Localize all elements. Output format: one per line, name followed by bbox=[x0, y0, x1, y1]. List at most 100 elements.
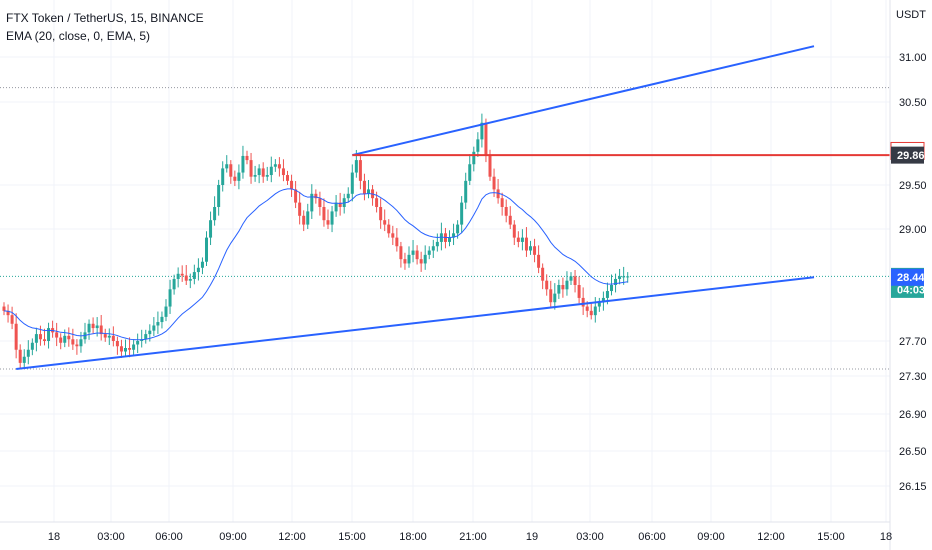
candle-body bbox=[10, 315, 14, 324]
candle bbox=[565, 271, 569, 296]
candle-body bbox=[460, 202, 464, 225]
trendline[interactable] bbox=[352, 45, 815, 157]
candle bbox=[18, 344, 22, 370]
candle bbox=[403, 252, 407, 270]
price-tag-label: 28.44 bbox=[897, 272, 925, 284]
candle-body bbox=[589, 310, 593, 316]
candle bbox=[310, 184, 314, 219]
candle-body bbox=[379, 207, 383, 221]
candle bbox=[460, 196, 464, 234]
candle-body bbox=[71, 339, 75, 345]
x-tick-label: 19 bbox=[526, 531, 538, 543]
candle bbox=[537, 245, 541, 274]
candle bbox=[160, 311, 164, 329]
y-tick-label: 29.50 bbox=[899, 180, 927, 192]
candle-body bbox=[79, 339, 83, 347]
candle-body bbox=[18, 349, 22, 363]
candle-body bbox=[318, 198, 322, 207]
candle bbox=[229, 160, 233, 184]
candle-body bbox=[144, 334, 148, 340]
candle-body bbox=[241, 155, 245, 173]
candle-body bbox=[407, 254, 411, 264]
candle-body bbox=[152, 325, 156, 331]
candle bbox=[581, 287, 585, 315]
candle bbox=[614, 273, 618, 293]
candle bbox=[184, 265, 188, 285]
candle bbox=[326, 209, 330, 229]
price-tag: 28.44 bbox=[891, 268, 925, 286]
x-tick-label: 06:00 bbox=[638, 531, 666, 543]
candle bbox=[277, 157, 281, 177]
candle bbox=[59, 333, 63, 350]
candle-body bbox=[375, 198, 379, 207]
candle bbox=[593, 297, 597, 323]
candle-body bbox=[500, 198, 504, 207]
candle-body bbox=[573, 276, 577, 285]
candle bbox=[350, 164, 354, 202]
candle bbox=[346, 187, 350, 203]
candle bbox=[589, 303, 593, 320]
candle bbox=[379, 198, 383, 229]
candle-body bbox=[605, 291, 609, 298]
candle bbox=[71, 328, 75, 350]
candle-body bbox=[423, 254, 427, 264]
candle bbox=[294, 181, 298, 209]
candle bbox=[290, 174, 294, 197]
candle-body bbox=[184, 275, 188, 281]
candle-body bbox=[26, 349, 30, 357]
candle bbox=[524, 227, 528, 257]
y-tick-label: 26.50 bbox=[899, 446, 927, 458]
candle bbox=[180, 265, 184, 282]
candle bbox=[221, 161, 225, 192]
y-tick-label: 26.90 bbox=[899, 409, 927, 421]
candle bbox=[124, 339, 127, 356]
candle bbox=[205, 231, 208, 267]
candle-body bbox=[217, 185, 221, 207]
candle bbox=[115, 336, 119, 355]
y-tick-label: 31.00 bbox=[899, 52, 927, 64]
candle-body bbox=[468, 164, 472, 181]
candle-body bbox=[229, 164, 233, 177]
candle-body bbox=[221, 168, 225, 185]
candle-body bbox=[492, 176, 496, 190]
candle-body bbox=[273, 164, 277, 167]
candle-body bbox=[176, 273, 180, 279]
candle bbox=[448, 230, 451, 247]
candle bbox=[176, 267, 180, 288]
candle-body bbox=[253, 175, 257, 177]
candle-body bbox=[614, 278, 618, 285]
candle bbox=[306, 203, 310, 229]
candle bbox=[423, 245, 427, 270]
candle-body bbox=[164, 306, 168, 317]
candle-body bbox=[281, 168, 285, 176]
x-tick-label: 21:00 bbox=[459, 531, 487, 543]
candle-body bbox=[213, 207, 217, 221]
candle-body bbox=[43, 339, 46, 341]
candle bbox=[367, 180, 370, 199]
y-tick-label: 26.15 bbox=[899, 481, 927, 493]
y-tick-label: 30.50 bbox=[899, 97, 927, 109]
candle-body bbox=[322, 207, 326, 221]
candle-body bbox=[545, 280, 549, 290]
candle bbox=[245, 150, 249, 165]
candle bbox=[43, 328, 46, 346]
candle-body bbox=[569, 276, 573, 281]
candle-body bbox=[626, 276, 630, 278]
candle bbox=[213, 196, 217, 226]
candle-body bbox=[529, 246, 532, 251]
candle bbox=[427, 246, 431, 260]
price-tag-box bbox=[891, 268, 924, 286]
candle bbox=[136, 333, 140, 354]
candle bbox=[200, 257, 204, 275]
candle-body bbox=[472, 151, 476, 165]
candle-body bbox=[75, 344, 79, 347]
trendline[interactable] bbox=[16, 276, 815, 370]
candle bbox=[152, 317, 156, 337]
candle-body bbox=[160, 316, 164, 323]
candle-body bbox=[63, 335, 67, 343]
x-tick-label: 09:00 bbox=[697, 531, 725, 543]
candle-body bbox=[306, 211, 310, 225]
candle bbox=[2, 302, 6, 316]
price-tag: 29.86 bbox=[891, 146, 925, 164]
